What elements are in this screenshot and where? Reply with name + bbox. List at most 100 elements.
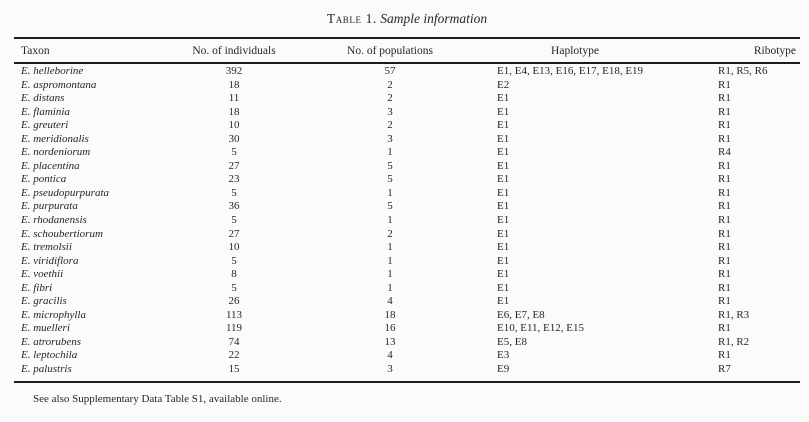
- cell-haplotype: E1: [497, 146, 510, 159]
- cell-haplotype: E1: [497, 295, 510, 308]
- cell-populations: 5: [387, 173, 393, 186]
- cell-haplotype: E1: [497, 132, 510, 145]
- cell-haplotype: E2: [497, 78, 510, 91]
- cell-individuals: 18: [228, 78, 240, 91]
- cell-haplotype: E1: [497, 92, 510, 105]
- header-rule: [14, 62, 800, 64]
- cell-ribotype: R7: [718, 363, 731, 376]
- cell-populations: 5: [387, 200, 393, 213]
- table-row: E. rhodanensis 5 1 E1 R1: [14, 214, 800, 228]
- column-header-taxon: Taxon: [21, 45, 50, 57]
- cell-individuals: 10: [228, 119, 240, 132]
- cell-individuals: 8: [231, 268, 237, 281]
- cell-individuals: 27: [228, 227, 240, 240]
- cell-individuals: 5: [231, 254, 237, 267]
- cell-populations: 2: [387, 119, 393, 132]
- column-header-populations: No. of populations: [347, 45, 433, 57]
- cell-populations: 1: [387, 281, 393, 294]
- cell-haplotype: E1: [497, 119, 510, 132]
- table-header-row: Taxon No. of individuals No. of populati…: [14, 40, 800, 62]
- cell-haplotype: E9: [497, 363, 510, 376]
- cell-populations: 4: [387, 349, 393, 362]
- table-row: E. pseudopurpurata 5 1 E1 R1: [14, 187, 800, 201]
- table-row: E. voethii 8 1 E1 R1: [14, 268, 800, 282]
- cell-individuals: 27: [228, 159, 240, 172]
- cell-ribotype: R1: [718, 322, 731, 335]
- cell-taxon: E. viridiflora: [21, 254, 79, 267]
- table-row: E. greuteri 10 2 E1 R1: [14, 119, 800, 133]
- table-row: E. placentina 27 5 E1 R1: [14, 160, 800, 174]
- cell-individuals: 23: [228, 173, 240, 186]
- bottom-rule: [14, 381, 800, 383]
- cell-ribotype: R1, R3: [718, 308, 750, 321]
- cell-ribotype: R1: [718, 349, 731, 362]
- cell-taxon: E. aspromontana: [21, 78, 97, 91]
- cell-individuals: 5: [231, 214, 237, 227]
- table-number-label: Table 1.: [326, 11, 377, 26]
- table-row: E. atrorubens 74 13 E5, E8 R1, R2: [14, 336, 800, 350]
- cell-haplotype: E1: [497, 200, 510, 213]
- cell-populations: 57: [384, 65, 396, 77]
- cell-haplotype: E3: [497, 349, 510, 362]
- table-row: E. pontica 23 5 E1 R1: [14, 173, 800, 187]
- cell-populations: 1: [387, 146, 393, 159]
- cell-taxon: E. muelleri: [21, 322, 70, 335]
- table-caption: Table 1. Sample information: [14, 8, 800, 30]
- cell-haplotype: E1: [497, 173, 510, 186]
- cell-taxon: E. tremolsii: [21, 241, 72, 254]
- cell-ribotype: R1: [718, 186, 731, 199]
- cell-taxon: E. pontica: [21, 173, 67, 186]
- cell-taxon: E. pseudopurpurata: [21, 186, 109, 199]
- cell-ribotype: R1, R2: [718, 335, 750, 348]
- cell-populations: 1: [387, 214, 393, 227]
- column-header-haplotype: Haplotype: [551, 45, 599, 57]
- cell-individuals: 30: [228, 132, 240, 145]
- table-row: E. distans 11 2 E1 R1: [14, 92, 800, 106]
- cell-taxon: E. greuteri: [21, 119, 69, 132]
- cell-ribotype: R1: [718, 254, 731, 267]
- table-row: E. nordeniorum 5 1 E1 R4: [14, 146, 800, 160]
- cell-haplotype: E1: [497, 268, 510, 281]
- cell-ribotype: R1: [718, 241, 731, 254]
- cell-populations: 3: [387, 105, 393, 118]
- cell-taxon: E. flaminia: [21, 105, 70, 118]
- cell-taxon: E. voethii: [21, 268, 64, 281]
- cell-populations: 1: [387, 268, 393, 281]
- cell-individuals: 74: [228, 335, 240, 348]
- cell-taxon: E. purpurata: [21, 200, 78, 213]
- cell-individuals: 18: [228, 105, 240, 118]
- cell-ribotype: R1: [718, 281, 731, 294]
- cell-haplotype: E1: [497, 281, 510, 294]
- cell-individuals: 392: [225, 65, 243, 77]
- top-rule: [14, 37, 800, 39]
- cell-taxon: E. distans: [21, 92, 65, 105]
- cell-taxon: E. palustris: [21, 363, 72, 376]
- table-footnote: See also Supplementary Data Table S1, av…: [33, 393, 282, 405]
- table-row: E. gracilis 26 4 E1 R1: [14, 295, 800, 309]
- table-row: E. fibri 5 1 E1 R1: [14, 282, 800, 296]
- cell-taxon: E. fibri: [21, 281, 53, 294]
- cell-taxon: E. gracilis: [21, 295, 67, 308]
- cell-ribotype: R1: [718, 227, 731, 240]
- table-body: E. helleborine 392 57 E1, E4, E13, E16, …: [14, 65, 800, 377]
- cell-individuals: 5: [231, 186, 237, 199]
- table-row: E. schoubertiorum 27 2 E1 R1: [14, 228, 800, 242]
- cell-ribotype: R1: [718, 105, 731, 118]
- cell-taxon: E. atrorubens: [21, 335, 82, 348]
- table-row: E. viridiflora 5 1 E1 R1: [14, 255, 800, 269]
- cell-haplotype: E1: [497, 227, 510, 240]
- table-row: E. flaminia 18 3 E1 R1: [14, 106, 800, 120]
- cell-taxon: E. rhodanensis: [21, 214, 87, 227]
- cell-populations: 16: [384, 322, 396, 335]
- cell-individuals: 11: [228, 92, 240, 105]
- table-row: E. tremolsii 10 1 E1 R1: [14, 241, 800, 255]
- cell-individuals: 5: [231, 281, 237, 294]
- table-row: E. purpurata 36 5 E1 R1: [14, 200, 800, 214]
- cell-taxon: E. leptochila: [21, 349, 78, 362]
- table-row: E. muelleri 119 16 E10, E11, E12, E15 R1: [14, 322, 800, 336]
- cell-populations: 1: [387, 241, 393, 254]
- cell-individuals: 22: [228, 349, 240, 362]
- cell-individuals: 5: [231, 146, 237, 159]
- table-row: E. palustris 15 3 E9 R7: [14, 363, 800, 377]
